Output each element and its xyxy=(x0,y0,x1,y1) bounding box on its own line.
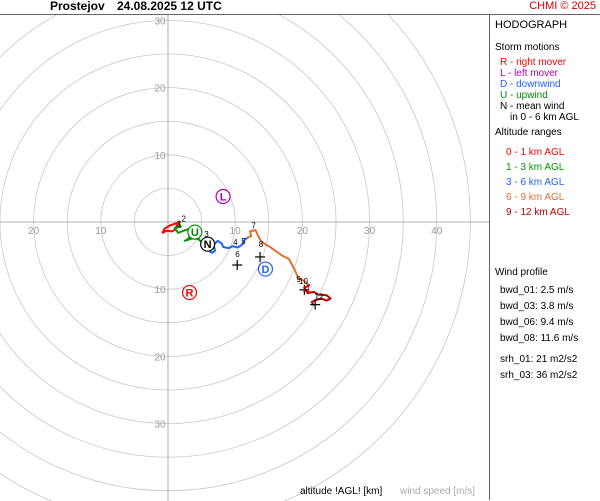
grid-ring xyxy=(0,15,404,458)
height-label: 12 xyxy=(314,292,323,301)
wind-speed-unit-label: wind speed [m/s] xyxy=(400,486,476,497)
storm-motion-circle xyxy=(181,284,198,301)
height-label: 5 xyxy=(241,237,246,246)
storm-motion-legend-item: D - downwind xyxy=(500,79,561,90)
legend-title: HODOGRAPH xyxy=(495,19,568,31)
altitude-range-legend-item: 9 - 12 km AGL xyxy=(506,207,570,218)
wind-profile-value: bwd_08: 11.6 m/s xyxy=(500,333,579,344)
tick-label-y-up: 30 xyxy=(154,16,166,27)
wind-profile-value: bwd_06: 9.4 m/s xyxy=(500,317,574,328)
height-label: 9 xyxy=(296,275,301,284)
height-label: 4 xyxy=(233,238,238,247)
storm-motion-letter: N xyxy=(204,239,212,251)
hodograph-segment xyxy=(247,229,311,287)
hodograph-plot-area: 10 20 30 10 20 30 20 10 10 20 30 40 1 2 3 4 5 6 7 8 9 10 11 12 R… xyxy=(0,14,489,501)
storm-motion-letter: U xyxy=(191,227,199,239)
storm-motion-legend-item: N - mean wind xyxy=(500,101,565,112)
wind-profile-value: bwd_01: 2.5 m/s xyxy=(500,285,574,296)
altitude-unit-label: altitude !AGL! [km] xyxy=(300,486,383,497)
wind-profile-title: Wind profile xyxy=(495,267,548,278)
height-marker-cross xyxy=(299,284,310,295)
storm-motion-marker: U xyxy=(187,224,203,240)
storm-motion-circle xyxy=(187,224,203,240)
altitude-range-legend-item: 1 - 3 km AGL xyxy=(506,162,565,173)
storm-motion-circle xyxy=(257,261,274,277)
header-bar: Prostejov 24.08.2025 12 UTC CHMI © 2025 xyxy=(0,0,600,14)
grid-ring xyxy=(0,15,438,492)
tick-label-x-right: 10 xyxy=(230,226,242,237)
wind-profile-value: srh_01: 21 m2/s2 xyxy=(500,354,578,365)
height-marker-cross xyxy=(310,299,321,310)
altitude-range-legend-item: 0 - 1 km AGL xyxy=(506,147,565,158)
tick-label-y-up: 10 xyxy=(154,151,166,162)
tick-label-x-right: 40 xyxy=(431,226,443,237)
tick-label-y-up: 20 xyxy=(154,84,166,95)
height-label: 2 xyxy=(181,214,186,223)
storm-motion-letter: L xyxy=(220,191,227,203)
storm-motion-letter: R xyxy=(186,288,194,300)
height-marker-cross xyxy=(232,260,243,271)
height-label: 6 xyxy=(235,250,240,259)
height-label: 1 xyxy=(177,220,182,229)
altitude-range-legend-item: 3 - 6 km AGL xyxy=(506,177,565,188)
tick-label-x-right: 20 xyxy=(297,226,309,237)
altitude-ranges-title: Altitude ranges xyxy=(495,127,562,138)
height-label: 7 xyxy=(251,222,256,231)
storm-motion-marker: R xyxy=(181,284,198,301)
height-marker-cross xyxy=(255,251,266,262)
storm-motions-title: Storm motions xyxy=(495,42,560,53)
altitude-range-legend-item: 6 - 9 km AGL xyxy=(506,192,565,203)
wind-profile-value: bwd_03: 3.8 m/s xyxy=(500,301,574,312)
storm-motion-legend-item: L - left mover xyxy=(500,68,558,79)
station-name: Prostejov xyxy=(50,0,105,13)
storm-motion-letter: D xyxy=(261,264,269,276)
storm-motion-legend-item: U - upwind xyxy=(500,90,548,101)
tick-label-y-down: 10 xyxy=(154,285,166,296)
storm-motion-marker: D xyxy=(257,261,274,277)
height-label: 11 xyxy=(302,285,311,294)
tick-label-x-left: 20 xyxy=(28,226,40,237)
storm-motion-circle xyxy=(215,188,231,205)
wind-profile-value: srh_03: 36 m2/s2 xyxy=(500,370,578,381)
tick-label-y-down: 30 xyxy=(154,420,166,431)
storm-motion-legend-item: in 0 - 6 km AGL xyxy=(510,112,579,123)
storm-motion-circle xyxy=(200,236,216,252)
height-label: 10 xyxy=(299,277,308,286)
tick-label-x-left: 10 xyxy=(95,226,107,237)
storm-motion-legend-item: R - right mover xyxy=(500,57,567,68)
legend-panel: HODOGRAPH Storm motions R - right mover L… xyxy=(489,14,600,500)
storm-motion-marker: N xyxy=(200,236,216,252)
valid-datetime: 24.08.2025 12 UTC xyxy=(117,0,222,13)
tick-label-y-down: 20 xyxy=(154,352,166,363)
height-label: 8 xyxy=(259,240,264,249)
tick-label-x-right: 30 xyxy=(364,226,376,237)
height-label: 3 xyxy=(204,230,209,239)
storm-motion-marker: L xyxy=(215,188,231,205)
copyright: CHMI © 2025 xyxy=(529,0,596,12)
